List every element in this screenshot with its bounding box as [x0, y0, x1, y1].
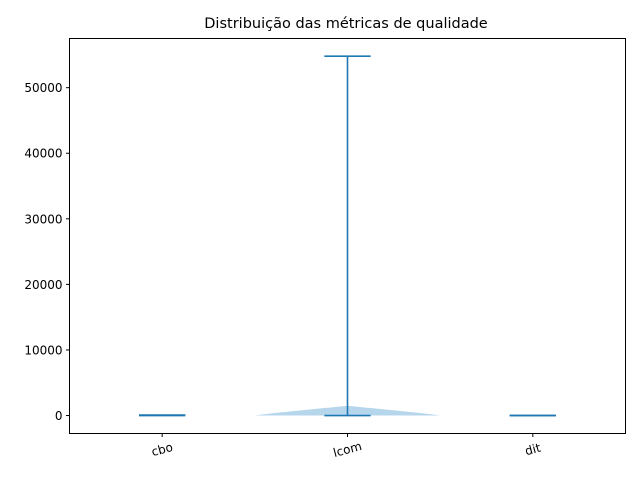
- x-tick-label: dit: [523, 441, 542, 459]
- axes-frame: [69, 38, 626, 434]
- x-axis: cbo lcom dit: [150, 433, 542, 460]
- y-tick-label: 50000: [24, 81, 62, 95]
- y-tick-label: 20000: [24, 278, 62, 292]
- y-tick-label: 30000: [24, 212, 62, 226]
- chart-title: Distribuição das métricas de qualidade: [204, 16, 488, 32]
- plot-area: [139, 55, 556, 417]
- x-tick-label: lcom: [332, 439, 364, 460]
- y-tick-label: 40000: [24, 147, 62, 161]
- x-tick-label: cbo: [150, 440, 174, 459]
- y-tick-label: 0: [55, 409, 63, 423]
- y-tick-label: 10000: [24, 343, 62, 357]
- y-axis: 0 10000 20000 30000 40000 50000: [24, 81, 70, 423]
